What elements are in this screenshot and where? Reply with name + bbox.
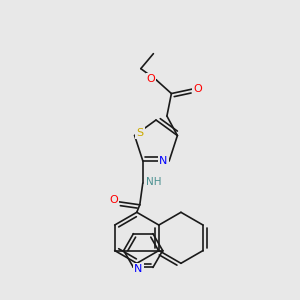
Text: N: N bbox=[159, 156, 167, 166]
Text: O: O bbox=[194, 84, 202, 94]
Text: N: N bbox=[134, 264, 142, 274]
Text: S: S bbox=[136, 128, 144, 138]
Text: O: O bbox=[147, 74, 155, 84]
Text: NH: NH bbox=[146, 177, 161, 187]
Text: O: O bbox=[109, 195, 118, 205]
